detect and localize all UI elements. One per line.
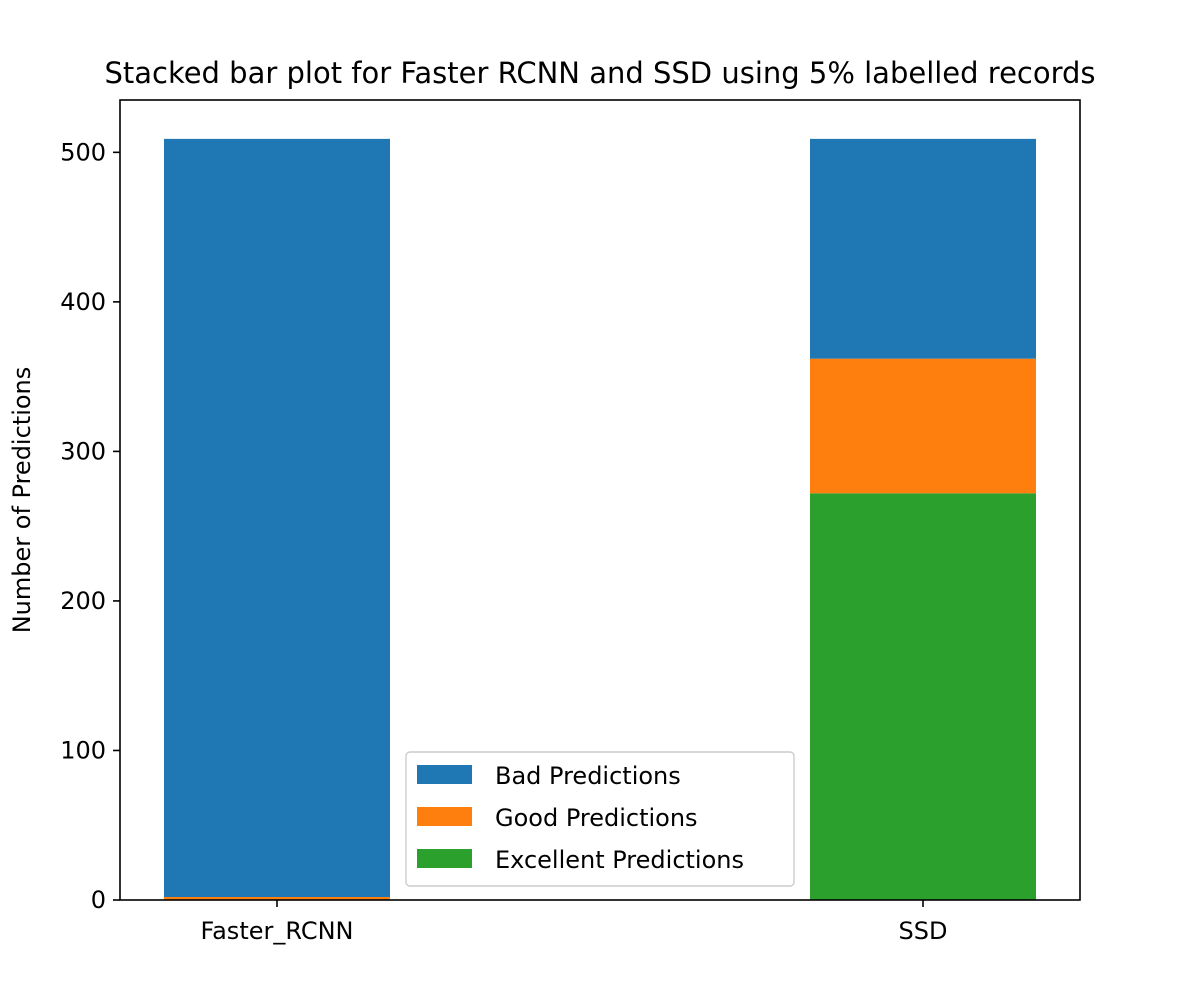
bar-segment bbox=[810, 138, 1036, 359]
legend: Bad Predictions Good Predictions Excellent… bbox=[405, 751, 795, 887]
legend-label: Excellent Predictions bbox=[495, 846, 744, 874]
y-axis-label: Number of Predictions bbox=[8, 367, 36, 634]
y-tick-label: 500 bbox=[60, 138, 106, 166]
y-tick-label: 0 bbox=[91, 886, 106, 914]
legend-swatch bbox=[417, 807, 472, 826]
bars-layer bbox=[164, 138, 1036, 900]
bar-segment bbox=[164, 897, 390, 900]
bar-segment bbox=[810, 358, 1036, 494]
x-axis: Faster_RCNN SSD bbox=[201, 900, 948, 945]
x-tick-label: SSD bbox=[899, 917, 948, 945]
y-tick-label: 300 bbox=[60, 437, 106, 465]
bar-segment bbox=[810, 493, 1036, 900]
y-tick-label: 200 bbox=[60, 587, 106, 615]
bar-segment bbox=[164, 138, 390, 898]
y-axis: 0 100 200 300 400 500 bbox=[60, 138, 120, 914]
chart-title: Stacked bar plot for Faster RCNN and SSD… bbox=[104, 56, 1095, 90]
legend-label: Bad Predictions bbox=[495, 762, 681, 790]
legend-label: Good Predictions bbox=[495, 804, 698, 832]
x-tick-label: Faster_RCNN bbox=[201, 917, 354, 945]
legend-box bbox=[405, 751, 795, 887]
y-tick-label: 100 bbox=[60, 736, 106, 764]
plot-frame bbox=[119, 99, 1081, 901]
legend-swatch bbox=[417, 765, 472, 784]
legend-swatch bbox=[417, 849, 472, 868]
y-tick-label: 400 bbox=[60, 288, 106, 316]
